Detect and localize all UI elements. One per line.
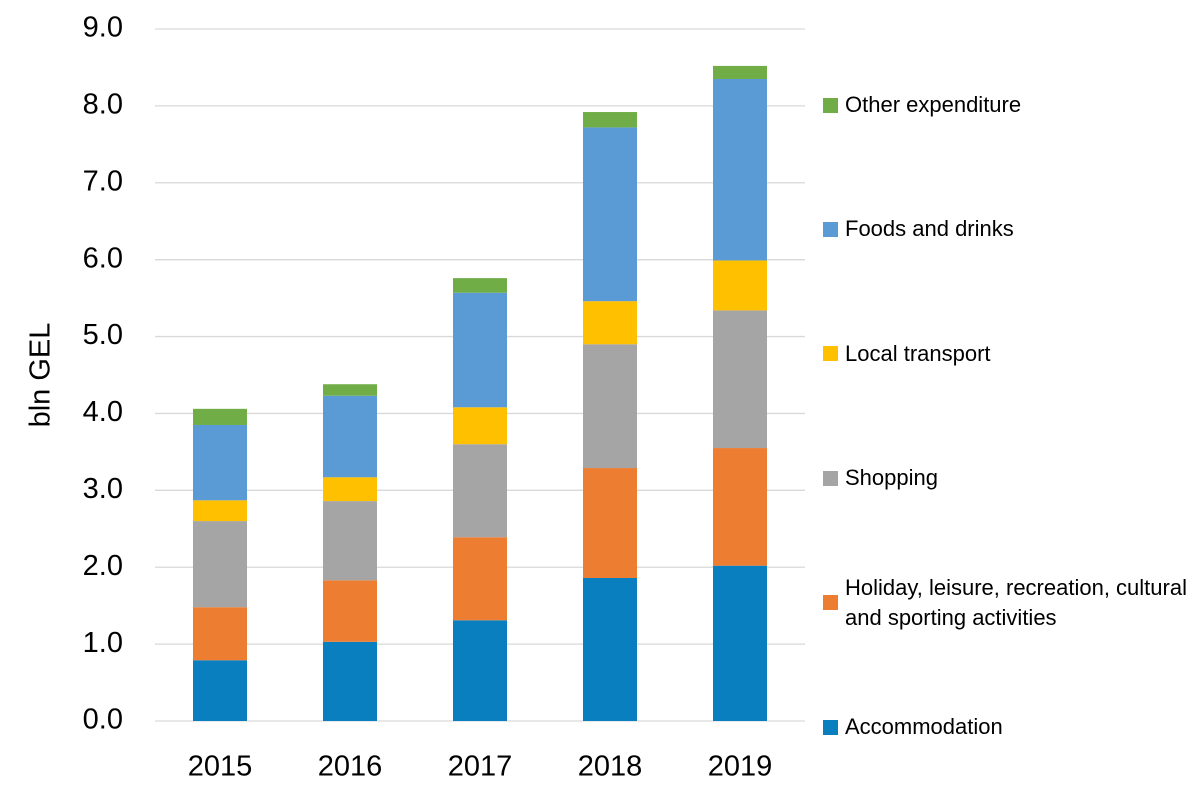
legend-item: Foods and drinks — [823, 214, 1195, 244]
legend-swatch — [823, 470, 838, 486]
bar-segment — [193, 424, 247, 501]
legend-label: Other expenditure — [845, 92, 1022, 117]
bar-segment — [713, 78, 767, 261]
bar-segment — [713, 448, 767, 566]
bar-segment — [453, 537, 507, 621]
y-tick-label: 2.0 — [83, 550, 123, 582]
bar-segment — [583, 112, 637, 128]
legend-label: Accommodation — [845, 714, 1003, 739]
bar-segment — [583, 577, 637, 721]
bar-segment — [323, 384, 377, 396]
legend-swatch — [823, 221, 838, 237]
legend-item: Local transport — [823, 339, 1195, 369]
bar-segment — [323, 501, 377, 581]
bar-segment — [323, 395, 377, 478]
bar-segment — [453, 292, 507, 408]
bar-segment — [713, 260, 767, 311]
bar-segment — [583, 127, 637, 302]
y-axis-label: bln GEL — [25, 323, 57, 428]
y-tick-label: 0.0 — [83, 704, 123, 736]
x-tick-label: 2017 — [448, 751, 513, 783]
legend-item: Holiday, leisure, recreation, cultural a… — [823, 573, 1195, 633]
legend-item: Accommodation — [823, 712, 1195, 742]
x-tick-label: 2019 — [708, 751, 773, 783]
y-tick-label: 8.0 — [83, 89, 123, 121]
bar-segment — [323, 477, 377, 502]
x-tick-label: 2015 — [188, 751, 253, 783]
legend-label: Local transport — [845, 340, 991, 366]
y-tick-label: 9.0 — [83, 12, 123, 44]
bar-segment — [193, 660, 247, 721]
bar-segment — [583, 344, 637, 469]
bar-segment — [193, 500, 247, 522]
legend-label: Shopping — [845, 465, 938, 491]
legend-item: Shopping — [823, 463, 1195, 493]
y-tick-label: 4.0 — [83, 396, 123, 428]
legend-item: Other expenditure — [823, 90, 1195, 120]
bar-segment — [583, 301, 637, 345]
legend-swatch — [823, 719, 838, 735]
y-tick-label: 5.0 — [83, 319, 123, 351]
bar-segment — [193, 521, 247, 608]
bar-segment — [193, 607, 247, 661]
x-tick-label: 2018 — [578, 751, 643, 783]
legend-swatch — [823, 595, 838, 611]
legend-swatch — [823, 346, 838, 362]
bar-segment — [193, 408, 247, 425]
bar-segment — [453, 444, 507, 538]
bar-segment — [453, 407, 507, 445]
y-tick-label: 7.0 — [83, 165, 123, 197]
y-tick-label: 1.0 — [83, 627, 123, 659]
bar-segment — [583, 468, 637, 578]
legend-label: Holiday, leisure, recreation, cultural a… — [845, 574, 1187, 630]
legend-swatch — [823, 97, 838, 113]
bar-segment — [713, 65, 767, 79]
y-tick-label: 3.0 — [83, 473, 123, 505]
x-tick-label: 2016 — [318, 751, 383, 783]
legend-label: Foods and drinks — [845, 216, 1014, 242]
bar-segment — [323, 641, 377, 721]
bar-segment — [453, 278, 507, 293]
bar-segment — [713, 565, 767, 721]
bar-segment — [453, 620, 507, 721]
y-tick-label: 6.0 — [83, 242, 123, 274]
bar-segment — [323, 580, 377, 642]
bar-segment — [713, 310, 767, 449]
